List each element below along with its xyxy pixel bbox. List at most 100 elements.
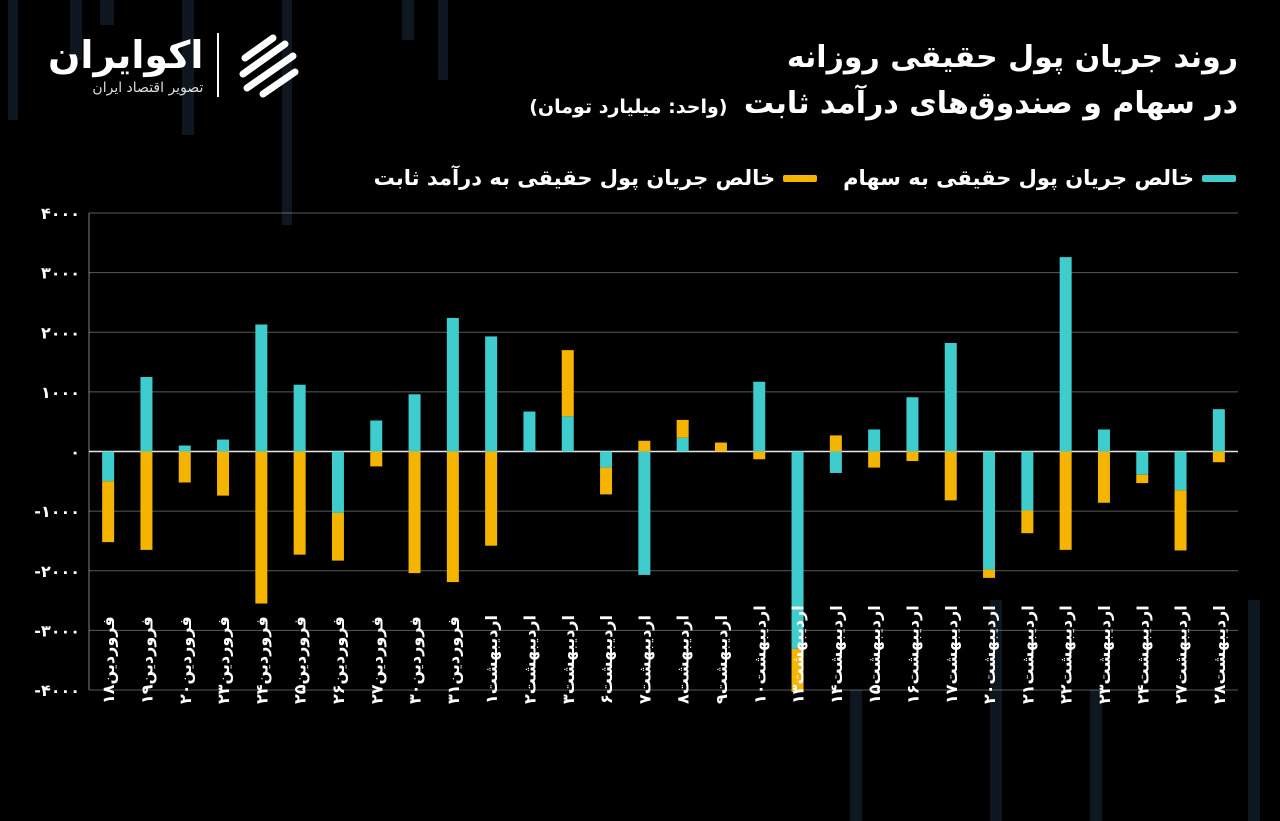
logo-tagline: تصویر اقتصاد ایران — [92, 80, 204, 96]
bar-stocks — [1212, 409, 1225, 452]
x-tick-label: اردیبهشت۷ — [635, 615, 654, 704]
x-tick-label: اردیبهشت۶ — [597, 615, 616, 704]
bar-stocks — [446, 317, 459, 452]
bar-stocks — [829, 451, 842, 473]
x-tick-label: فروردین۱۸ — [99, 616, 118, 704]
y-tick-label: -۲۰۰۰ — [34, 562, 80, 581]
bar-stocks — [102, 451, 115, 482]
bar-fixed-income — [600, 467, 613, 495]
x-tick-label: اردیبهشت۱۶ — [903, 605, 922, 704]
bar-stocks — [408, 394, 421, 452]
chart-title: روند جریان پول حقیقی روزانه در سهام و صن… — [529, 36, 1238, 131]
bar-fixed-income — [753, 451, 766, 460]
bar-stocks — [906, 397, 919, 452]
bar-fixed-income — [178, 451, 191, 483]
bar-fixed-income — [1059, 451, 1072, 550]
x-tick-label: اردیبهشت۲۳ — [1095, 605, 1114, 704]
x-tick-label: فروردین۳۱ — [444, 616, 463, 704]
x-tick-label: فروردین۲۵ — [291, 616, 310, 704]
x-tick-label: اردیبهشت۱۴ — [827, 605, 846, 704]
title-line-2-text: در سهام و صندوق‌های درآمد ثابت — [743, 86, 1238, 121]
bar-fixed-income — [446, 451, 459, 583]
bar-fixed-income — [1174, 490, 1187, 551]
unit-label: (واحد: میلیارد تومان) — [529, 96, 728, 118]
bar-fixed-income — [638, 440, 651, 452]
x-tick-label: فروردین۱۹ — [137, 616, 156, 704]
bar-fixed-income — [408, 451, 421, 574]
bar-stocks — [753, 381, 766, 452]
bar-fixed-income — [676, 419, 689, 438]
bar-stocks — [1059, 257, 1072, 452]
bar-stocks — [485, 336, 498, 452]
bar-stocks — [370, 420, 383, 452]
bar-stocks — [1021, 451, 1034, 511]
bar-fixed-income — [561, 350, 574, 417]
y-tick-label: ۱۰۰۰ — [41, 383, 80, 402]
bar-stocks — [217, 439, 230, 452]
bar-stocks — [676, 437, 689, 452]
bar-fixed-income — [1136, 474, 1149, 484]
y-tick-label: -۳۰۰۰ — [34, 621, 80, 640]
x-tick-label: اردیبهشت۲۴ — [1133, 605, 1152, 704]
bar-stocks — [293, 384, 306, 452]
x-tick-label: اردیبهشت۹ — [712, 615, 731, 704]
title-line-1: روند جریان پول حقیقی روزانه — [786, 40, 1238, 75]
x-tick-label: اردیبهشت۲۰ — [980, 605, 999, 704]
bar-fixed-income — [140, 451, 153, 550]
bar-stocks — [791, 451, 804, 649]
bar-stocks — [1097, 429, 1110, 452]
logo-text: اکوایران تصویر اقتصاد ایران — [48, 32, 203, 98]
x-tick-label: فروردین۲۳ — [214, 616, 233, 704]
bar-fixed-income — [829, 435, 842, 452]
legend-label-fixed-income: خالص جریان پول حقیقی به درآمد ثابت — [373, 166, 776, 190]
bar-fixed-income — [1097, 451, 1110, 503]
bar-stocks — [255, 324, 268, 452]
legend-swatch-stocks — [1202, 174, 1236, 182]
ecoiran-logo-icon — [239, 34, 299, 98]
bar-stocks — [638, 451, 651, 575]
logo: اکوایران تصویر اقتصاد ایران — [48, 30, 303, 100]
y-tick-label: -۴۰۰۰ — [34, 681, 80, 700]
bar-fixed-income — [983, 569, 996, 578]
y-tick-label: -۱۰۰۰ — [34, 502, 80, 521]
bar-stocks — [1136, 451, 1149, 475]
bar-fixed-income — [944, 451, 957, 501]
bar-fixed-income — [1212, 451, 1225, 463]
x-tick-label: اردیبهشت۱ — [482, 615, 501, 704]
x-tick-label: فروردین۲۰ — [176, 616, 195, 704]
bar-stocks — [944, 342, 957, 452]
x-tick-label: اردیبهشت۱۷ — [942, 605, 961, 704]
bar-fixed-income — [868, 451, 881, 468]
bar-stocks — [178, 445, 191, 452]
bar-fixed-income — [791, 648, 804, 692]
bar-stocks — [983, 451, 996, 570]
y-tick-label: ۳۰۰۰ — [41, 264, 80, 283]
x-tick-label: اردیبهشت۲ — [520, 615, 539, 704]
logo-divider — [217, 33, 220, 97]
y-tick-label: ۲۰۰۰ — [41, 323, 80, 342]
bar-stocks — [1174, 451, 1187, 491]
y-tick-label: ۰ — [70, 443, 80, 462]
legend: خالص جریان پول حقیقی به سهام خالص جریان … — [374, 166, 1236, 190]
x-tick-label: اردیبهشت۱۵ — [865, 605, 884, 704]
x-tick-label: فروردین۳۰ — [406, 616, 425, 704]
bar-stocks — [331, 451, 344, 513]
bar-stocks — [868, 429, 881, 452]
bar-fixed-income — [217, 451, 230, 496]
bar-fixed-income — [485, 451, 498, 546]
y-tick-label: ۴۰۰۰ — [41, 204, 80, 223]
x-tick-label: اردیبهشت۲۲ — [1057, 605, 1076, 704]
bar-fixed-income — [714, 442, 727, 452]
bar-stocks — [561, 416, 574, 452]
legend-swatch-fixed-income — [783, 174, 818, 182]
bar-fixed-income — [906, 451, 919, 462]
bar-fixed-income — [255, 451, 268, 604]
legend-item-fixed-income: خالص جریان پول حقیقی به درآمد ثابت — [373, 166, 818, 190]
x-tick-label: اردیبهشت۸ — [674, 615, 693, 704]
bar-fixed-income — [293, 451, 306, 555]
x-tick-label: فروردین۲۶ — [329, 616, 348, 704]
bar-fixed-income — [102, 481, 115, 543]
x-tick-label: اردیبهشت۳ — [559, 615, 578, 704]
